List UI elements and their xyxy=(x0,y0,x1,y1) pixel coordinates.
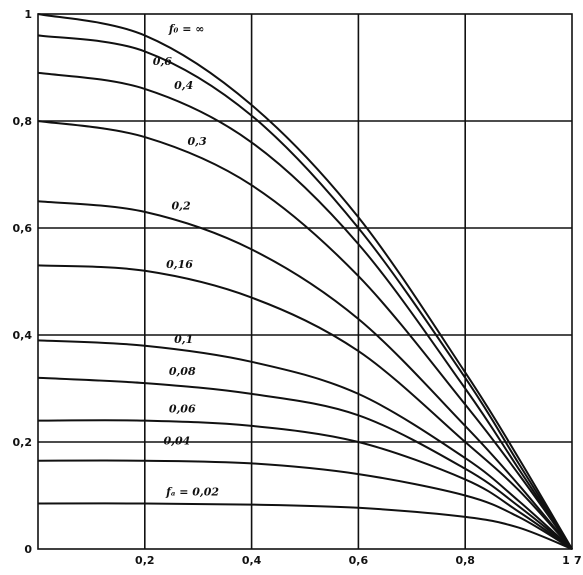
y-tick-label: 0 xyxy=(24,543,32,556)
y-tick-label: 0,6 xyxy=(13,222,33,235)
series-label: 0,6 xyxy=(153,55,172,68)
series-line xyxy=(37,120,573,550)
series-label: 0,04 xyxy=(163,435,190,448)
series-label: 0,3 xyxy=(188,135,207,148)
series-line xyxy=(37,376,573,550)
series-line xyxy=(37,264,573,550)
series-line xyxy=(37,459,573,550)
series-label: 0,2 xyxy=(172,199,191,212)
series-label: 0,1 xyxy=(174,333,193,346)
y-tick-label: 0,4 xyxy=(13,329,33,342)
series-label: fₐ = 0,02 xyxy=(165,486,219,499)
series-line xyxy=(37,200,573,550)
plot-frame xyxy=(37,13,573,550)
x-tick-label: 0,2 xyxy=(135,554,155,567)
y-tick-label: 1 xyxy=(24,8,32,21)
series-line xyxy=(37,13,573,550)
x-tick-label: 0,6 xyxy=(349,554,369,567)
series-line xyxy=(37,339,573,550)
series-label: 0,16 xyxy=(166,258,193,271)
curve-labels: f₀ = ∞ 0,60,4 0,3 0,2 0,16 0,1 0,08 0,06 0,04 fₐ … xyxy=(153,23,220,499)
curves xyxy=(37,13,573,550)
y-tick-label: 0,8 xyxy=(13,115,33,128)
series-label: f₀ = ∞ xyxy=(168,23,205,36)
grid xyxy=(37,13,573,550)
y-tick-label: 0,2 xyxy=(13,436,33,449)
series-line xyxy=(37,419,573,550)
series-label: 0,06 xyxy=(169,403,196,416)
series-line xyxy=(37,34,573,550)
x-tick-label: 0,4 xyxy=(242,554,262,567)
tick-labels: 00,20,40,60,810,2 0,4 0,6 0,8 1 7 xyxy=(13,8,582,567)
x-end-mark: 7 xyxy=(574,554,582,567)
series-label: 0,4 xyxy=(174,79,193,92)
series-line xyxy=(37,71,573,550)
x-tick-label: 0,8 xyxy=(455,554,475,567)
series-line xyxy=(37,502,573,550)
series-label: 0,08 xyxy=(169,365,196,378)
x-tick-label: 1 xyxy=(562,554,570,567)
